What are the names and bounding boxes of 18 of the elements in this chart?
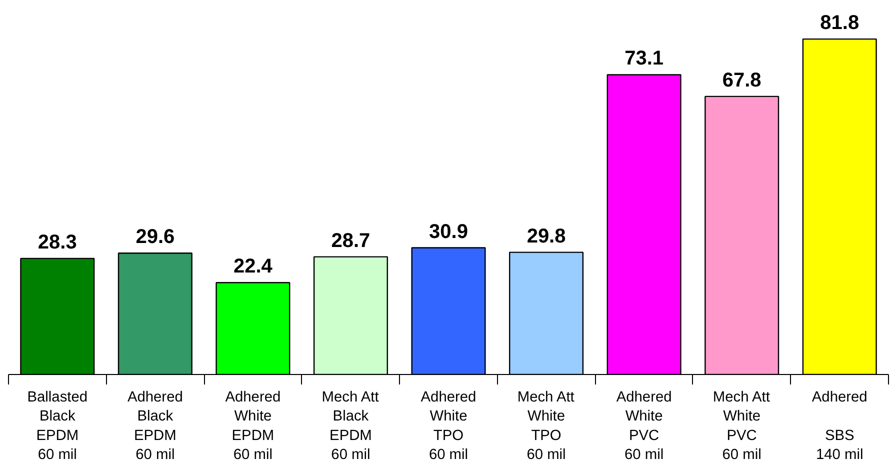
- x-tick-label: Adhered Black EPDM 60 mil: [127, 390, 183, 464]
- x-tick-label: Mech Att Black EPDM 60 mil: [322, 390, 379, 464]
- x-tick-label: Ballasted Black EPDM 60 mil: [27, 390, 88, 464]
- data-label: 29.8: [526, 225, 566, 248]
- data-label: 22.4: [233, 256, 274, 278]
- data-label: 30.9: [429, 220, 468, 243]
- x-tick-label: Adhered White PVC 60 mil: [616, 390, 672, 464]
- category-label: Adhered SBS 140 mil: [812, 390, 868, 464]
- data-label: 29.6: [136, 226, 175, 248]
- x-tick-label: Mech Att White PVC 60 mil: [712, 390, 770, 464]
- x-tick-label: Adhered White TPO 60 mil: [420, 390, 476, 464]
- data-label: 28.7: [331, 230, 370, 252]
- data-label: 73.1: [624, 48, 664, 70]
- x-tick-label: Adhered White EPDM 60 mil: [225, 390, 281, 464]
- data-label: 28.3: [38, 231, 77, 254]
- data-label: 67.8: [722, 69, 762, 92]
- x-tick-label: Mech Att White TPO 60 mil: [517, 390, 574, 464]
- data-label: 81.8: [820, 12, 860, 34]
